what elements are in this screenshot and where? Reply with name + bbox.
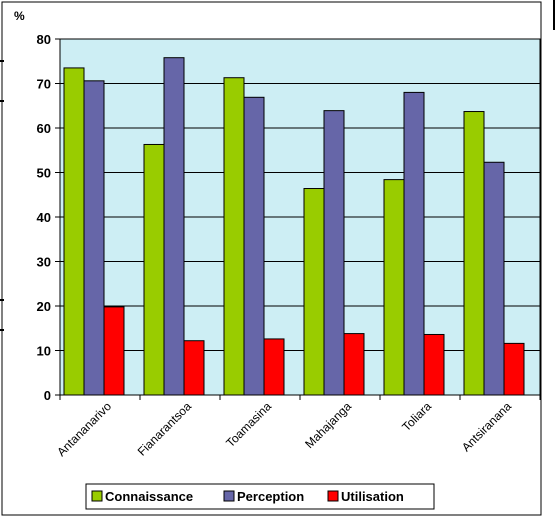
y-axis-label: % [14, 9, 25, 23]
bar-connaissance-toamasina [223, 77, 245, 396]
bar-connaissance-mahajanga [303, 188, 325, 396]
y-tick-label: 80 [37, 32, 51, 47]
y-tick-label: 10 [37, 344, 51, 359]
legend: Connaissance Perception Utilisation [85, 483, 435, 510]
bar-connaissance-antsiranana [463, 111, 485, 396]
bar-connaissance-fianarantsoa [143, 143, 165, 396]
bar-perception-toamasina [243, 96, 265, 396]
bar-utilisation-mahajanga [343, 333, 365, 396]
bar-connaissance-toliara [383, 179, 405, 396]
y-tick-label: 20 [37, 299, 51, 314]
bar-utilisation-toamasina [263, 338, 285, 396]
legend-label-perception: Perception [237, 489, 304, 504]
bar-perception-toliara [403, 91, 425, 396]
legend-label-utilisation: Utilisation [341, 489, 404, 504]
legend-swatch-utilisation [327, 490, 339, 502]
bar-utilisation-antananarivo [103, 306, 125, 396]
bar-perception-fianarantsoa [163, 57, 185, 396]
bar-utilisation-toliara [423, 333, 445, 396]
bar-connaissance-antananarivo [63, 67, 85, 396]
legend-label-connaissance: Connaissance [105, 489, 193, 504]
bars [63, 57, 525, 396]
y-tick-label: 50 [37, 166, 51, 181]
y-tick-label: 70 [37, 77, 51, 92]
bar-perception-antsiranana [483, 161, 505, 396]
bar-utilisation-antsiranana [503, 342, 525, 396]
legend-box [85, 483, 435, 510]
y-tick-label: 30 [37, 255, 51, 270]
y-tick-label: 0 [44, 388, 51, 403]
bar-utilisation-fianarantsoa [183, 340, 205, 396]
bar-perception-antananarivo [83, 80, 105, 396]
y-tick-label: 60 [37, 121, 51, 136]
legend-swatch-connaissance [91, 490, 103, 502]
y-tick-label: 40 [37, 210, 51, 225]
gridlines [60, 83, 540, 351]
legend-swatch-perception [223, 490, 235, 502]
bar-perception-mahajanga [323, 110, 345, 396]
